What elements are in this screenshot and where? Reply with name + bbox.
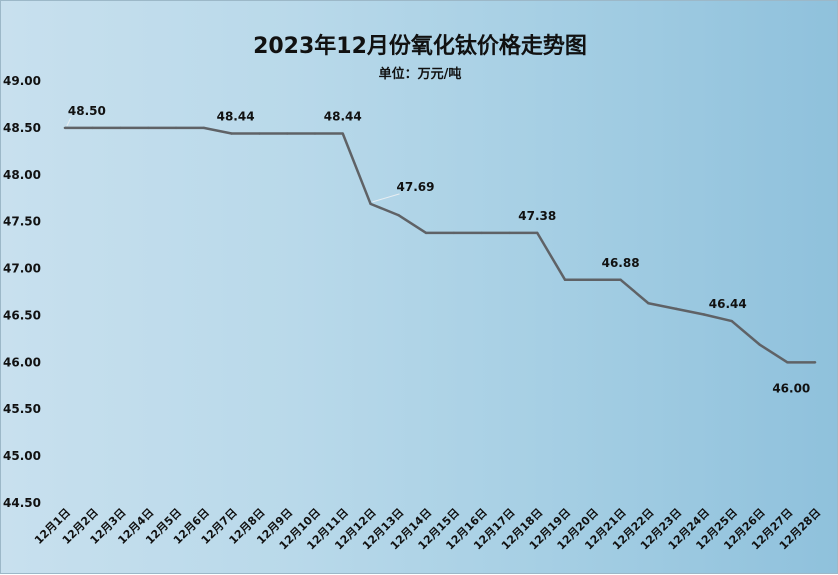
- data-point: [619, 278, 622, 282]
- data-point: [563, 278, 567, 282]
- data-point: [258, 132, 261, 135]
- data-point: [119, 126, 122, 130]
- label-leader-line: [372, 193, 400, 203]
- data-point: [202, 126, 206, 130]
- price-series: [63, 126, 817, 364]
- data-point: [591, 278, 595, 282]
- data-label: 46.88: [602, 256, 640, 270]
- data-label: 46.44: [709, 297, 747, 311]
- data-labels: 48.50 48.44 48.44 47.69 47.38 46.88 46.44 46.00: [66, 104, 810, 395]
- data-point: [674, 307, 678, 311]
- data-point: [369, 202, 372, 206]
- y-tick-label: 46.50: [3, 308, 41, 322]
- y-tick-label: 46.00: [3, 355, 41, 369]
- data-point: [341, 132, 344, 135]
- chart-subtitle: 单位：万元/吨: [379, 66, 462, 82]
- data-point: [702, 313, 706, 316]
- data-label: 47.69: [397, 180, 435, 194]
- chart-title: 2023年12月份氧化钛价格走势图: [253, 33, 587, 59]
- data-point: [480, 231, 483, 235]
- data-point: [508, 231, 511, 235]
- data-point: [536, 231, 539, 235]
- y-tick-label: 45.50: [3, 402, 41, 416]
- data-point: [730, 319, 733, 323]
- data-point: [758, 343, 761, 346]
- y-tick-label: 44.50: [3, 496, 41, 510]
- label-leader-line: [66, 117, 72, 127]
- data-point: [63, 126, 67, 130]
- data-label: 48.50: [68, 104, 106, 118]
- y-tick-label: 45.00: [3, 449, 41, 463]
- data-label: 48.44: [324, 110, 362, 124]
- data-point: [424, 231, 428, 235]
- data-point: [786, 361, 789, 364]
- data-point: [174, 126, 178, 130]
- data-point: [230, 132, 233, 135]
- data-label: 48.44: [217, 110, 255, 124]
- data-point: [313, 132, 317, 135]
- data-point: [452, 231, 456, 235]
- y-axis-ticks: 44.50 45.00 45.50 46.00 46.50 47.00 47.50 48.00…: [3, 74, 41, 510]
- data-point: [397, 213, 400, 217]
- data-point: [147, 126, 150, 130]
- data-point: [813, 361, 817, 364]
- x-axis-ticks: 12月1日12月2日12月3日12月4日12月5日12月6日12月7日12月8日…: [32, 506, 823, 552]
- data-point: [285, 132, 289, 135]
- data-label: 46.00: [772, 381, 810, 395]
- y-tick-label: 49.00: [3, 74, 41, 88]
- data-point: [647, 302, 650, 305]
- y-tick-label: 48.00: [3, 168, 41, 182]
- y-tick-label: 48.50: [3, 121, 41, 135]
- data-point: [91, 126, 94, 130]
- y-tick-label: 47.00: [3, 262, 41, 276]
- y-tick-label: 47.50: [3, 215, 41, 229]
- data-label: 47.38: [518, 209, 556, 223]
- series-line: [64, 126, 816, 364]
